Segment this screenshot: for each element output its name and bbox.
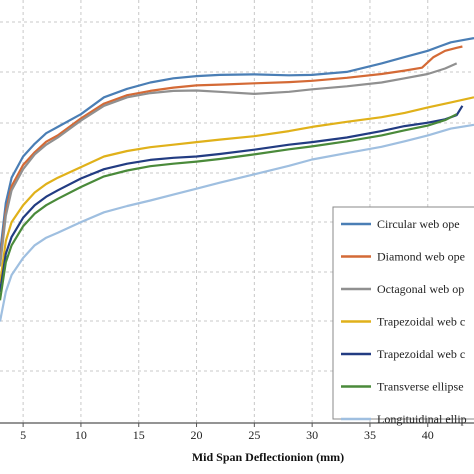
plot-lines xyxy=(0,37,474,322)
legend-entry: Trapezoidal web c xyxy=(377,347,465,361)
x-tick-label: 5 xyxy=(20,428,26,442)
series-line-4 xyxy=(0,96,474,284)
legend-entry: Diamond web ope xyxy=(377,250,465,264)
series-line-2 xyxy=(0,45,463,263)
legend-entry: Longituidinal ellip xyxy=(377,412,467,426)
legend-entry: Transverse ellipse xyxy=(377,380,464,394)
series-line-6 xyxy=(0,113,458,301)
x-tick-label: 20 xyxy=(191,428,203,442)
legend-box xyxy=(332,206,474,420)
x-tick-label: 40 xyxy=(422,428,434,442)
legend-entry: Trapezoidal web c xyxy=(377,315,465,329)
x-tick-label: 35 xyxy=(364,428,376,442)
legend-entry: Octagonal web op xyxy=(377,282,464,296)
series-line-7 xyxy=(0,123,474,322)
series-line-1 xyxy=(0,37,474,254)
x-tick-label: 10 xyxy=(75,428,87,442)
x-axis-label: Mid Span Deflectionion (mm) xyxy=(192,450,344,464)
legend-entry: Circular web ope xyxy=(377,217,460,231)
x-tick-labels: 5 10 15 20 25 30 35 40 xyxy=(20,423,434,442)
series-line-5 xyxy=(0,105,464,293)
x-tick-label: 25 xyxy=(248,428,260,442)
series-line-3 xyxy=(0,62,458,267)
x-tick-label: 30 xyxy=(306,428,318,442)
x-tick-label: 15 xyxy=(133,428,145,442)
legend: Circular web ope Diamond web ope Octagonal… xyxy=(332,206,474,426)
